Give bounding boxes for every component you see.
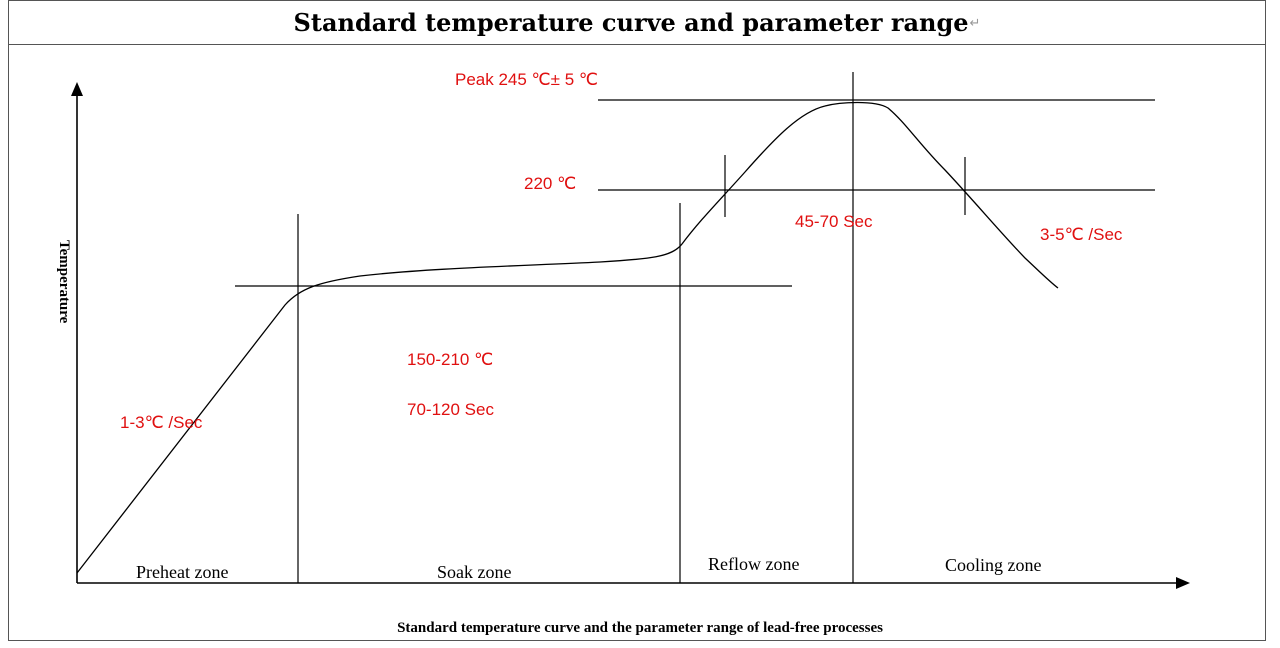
diagram-title: Standard temperature curve and parameter… xyxy=(293,8,969,37)
soak-time-label: 70-120 Sec xyxy=(407,400,494,419)
diagram-frame: Standard temperature curve and parameter… xyxy=(8,0,1266,641)
cooling-zone-label: Cooling zone xyxy=(945,555,1042,575)
liquidus-label: 220 ℃ xyxy=(524,174,577,193)
cooling-rate-label: 3-5℃ /Sec xyxy=(1040,225,1123,244)
soak-temp-label: 150-210 ℃ xyxy=(407,350,494,369)
temperature-profile-curve xyxy=(76,101,1059,574)
x-axis-arrow xyxy=(1176,577,1190,589)
reflow-time-label: 45-70 Sec xyxy=(795,212,873,231)
preheat-zone-label: Preheat zone xyxy=(136,562,229,582)
y-axis-label: Temperature xyxy=(56,240,72,324)
title-bar: Standard temperature curve and parameter… xyxy=(9,1,1265,45)
preheat-rate-label: 1-3℃ /Sec xyxy=(120,413,203,432)
peak-label: Peak 245 ℃± 5 ℃ xyxy=(455,70,598,89)
y-axis-arrow xyxy=(71,82,83,96)
soak-zone-label: Soak zone xyxy=(437,562,512,582)
figure-caption: Standard temperature curve and the param… xyxy=(397,620,883,636)
reflow-zone-label: Reflow zone xyxy=(708,554,800,574)
paragraph-mark-icon: ↵ xyxy=(969,14,981,30)
